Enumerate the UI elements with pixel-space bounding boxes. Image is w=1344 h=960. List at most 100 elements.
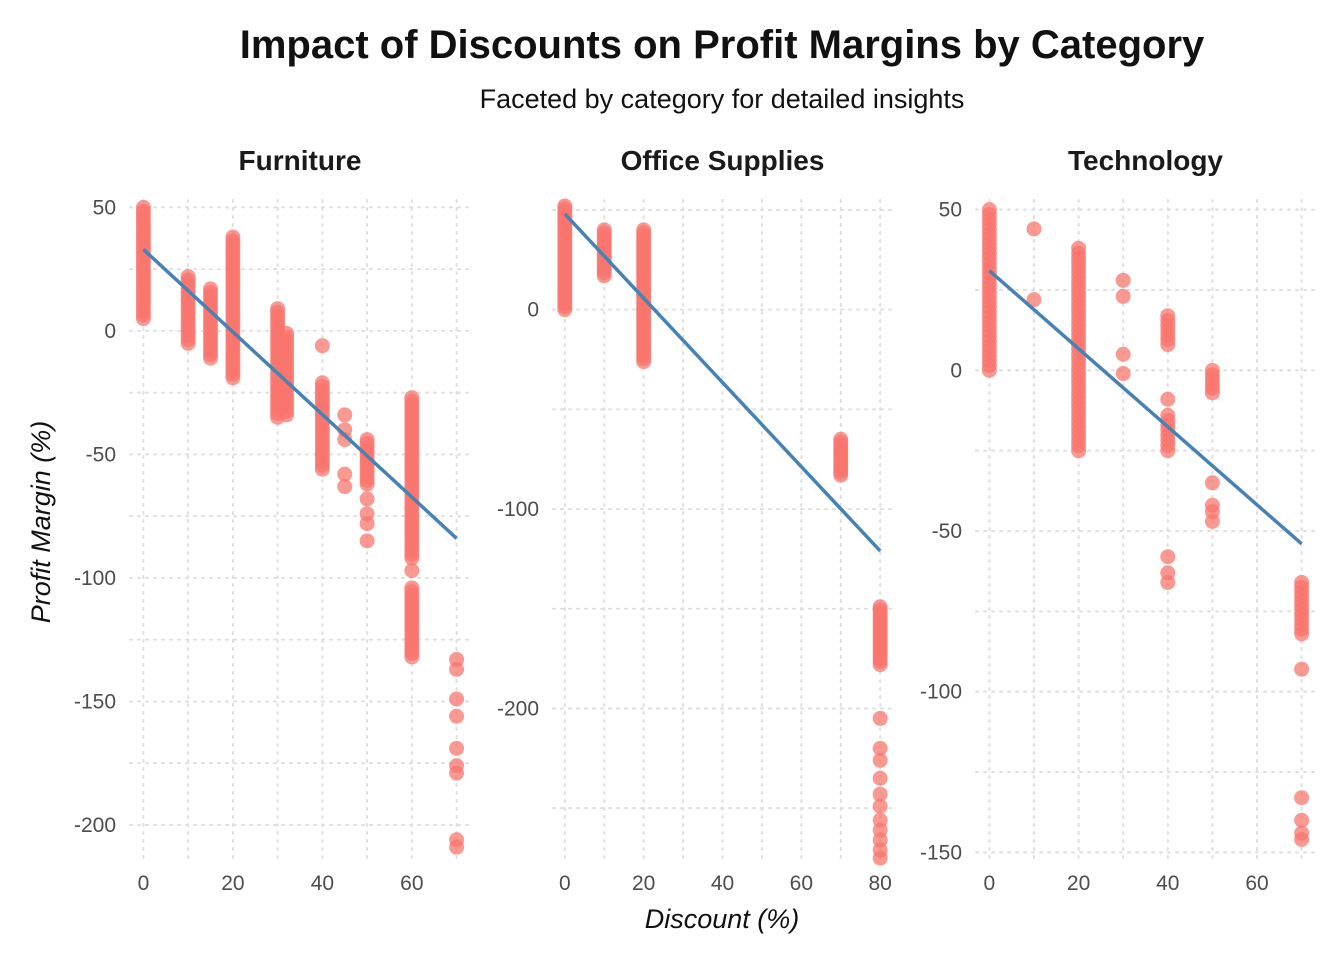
data-point (1115, 366, 1131, 382)
data-point (872, 798, 888, 814)
data-point (1160, 574, 1176, 590)
x-tick-label: 80 (868, 872, 891, 895)
x-tick-label: 20 (632, 872, 655, 895)
x-tick-label: 40 (711, 872, 734, 895)
x-tick-label: 0 (559, 872, 571, 895)
facet-title: Furniture (239, 145, 362, 176)
data-point (270, 301, 286, 317)
facet-office-supplies: Office Supplies 0 20 40 60 80 0 -100 -200 (497, 145, 893, 895)
data-point (1204, 475, 1220, 491)
trend-line (142, 248, 458, 540)
x-tick-label: 60 (790, 872, 813, 895)
data-point (449, 691, 465, 707)
x-axis-title: Discount (%) (645, 904, 800, 934)
data-point (359, 516, 375, 532)
x-tick-label: 60 (1245, 872, 1268, 895)
data-point (872, 770, 888, 786)
data-point (359, 432, 375, 448)
chart-subtitle: Faceted by category for detailed insight… (480, 84, 965, 114)
chart-title: Impact of Discounts on Profit Margins by… (240, 23, 1205, 67)
data-point (1160, 391, 1176, 407)
data-point (279, 325, 295, 341)
x-tick-label: 40 (1156, 872, 1179, 895)
y-tick-label: -150 (74, 690, 116, 713)
data-point (203, 281, 219, 297)
data-point (1204, 362, 1220, 378)
data-point (872, 599, 888, 615)
data-point (1115, 346, 1131, 362)
points-furniture (135, 199, 465, 855)
data-point (636, 222, 652, 238)
facet-technology: Technology 0 20 40 60 50 0 -50 -100 -150 (920, 145, 1316, 895)
trend-line (988, 269, 1303, 546)
data-point (225, 229, 241, 245)
data-point (359, 491, 375, 507)
y-tick-label: 0 (527, 299, 539, 322)
y-tick-label: -200 (74, 814, 116, 837)
data-point (449, 765, 465, 781)
y-tick-label: -100 (497, 498, 539, 521)
data-point (1160, 407, 1176, 423)
y-tick-label: -50 (932, 520, 962, 543)
data-point (1115, 288, 1131, 304)
data-point (872, 740, 888, 756)
data-point (1160, 549, 1176, 565)
facet-title: Technology (1068, 145, 1223, 176)
y-tick-label: 0 (950, 359, 962, 382)
data-point (981, 202, 997, 218)
x-tick-label: 20 (1067, 872, 1090, 895)
data-point (1115, 272, 1131, 288)
data-point (1160, 308, 1176, 324)
x-tick-label: 60 (400, 872, 423, 895)
points-technology (981, 202, 1310, 848)
data-point (337, 479, 353, 495)
data-point (449, 740, 465, 756)
facet-furniture: Furniture 0 20 40 60 50 0 -50 -100 -150 -200 (74, 145, 471, 895)
data-point (1071, 240, 1087, 256)
data-point (1026, 292, 1042, 308)
data-point (833, 431, 849, 447)
data-point (1026, 221, 1042, 237)
x-tick-label: 20 (221, 872, 244, 895)
data-point (314, 375, 330, 391)
data-point (872, 752, 888, 768)
data-point (314, 338, 330, 354)
y-tick-label: -100 (920, 681, 962, 704)
data-point (337, 407, 353, 423)
y-tick-label: 50 (939, 199, 962, 222)
facet-title: Office Supplies (621, 145, 825, 176)
data-point (404, 390, 420, 406)
data-point (449, 708, 465, 724)
data-point (596, 222, 612, 238)
x-tick-label: 0 (138, 872, 150, 895)
data-point (337, 432, 353, 448)
data-point (449, 839, 465, 855)
x-tick-label: 0 (984, 872, 996, 895)
y-tick-label: 50 (93, 196, 116, 219)
y-tick-label: -150 (920, 841, 962, 864)
data-point (872, 850, 888, 866)
y-tick-label: -200 (497, 697, 539, 720)
data-point (1294, 812, 1310, 828)
y-tick-label: -50 (86, 443, 116, 466)
data-point (872, 786, 888, 802)
data-point (337, 466, 353, 482)
data-point (180, 269, 196, 285)
data-point (1294, 574, 1310, 590)
points-office-supplies (557, 198, 888, 866)
data-point (135, 199, 151, 215)
y-tick-label: 0 (104, 320, 116, 343)
data-point (404, 580, 420, 596)
data-point (557, 198, 573, 214)
data-point (1294, 790, 1310, 806)
data-point (449, 661, 465, 677)
trend-line (563, 212, 882, 553)
data-point (1294, 661, 1310, 677)
data-point (1294, 832, 1310, 848)
data-point (404, 563, 420, 579)
y-tick-label: -100 (74, 567, 116, 590)
y-axis-title: Profit Margin (%) (26, 421, 56, 624)
data-point (1204, 513, 1220, 529)
